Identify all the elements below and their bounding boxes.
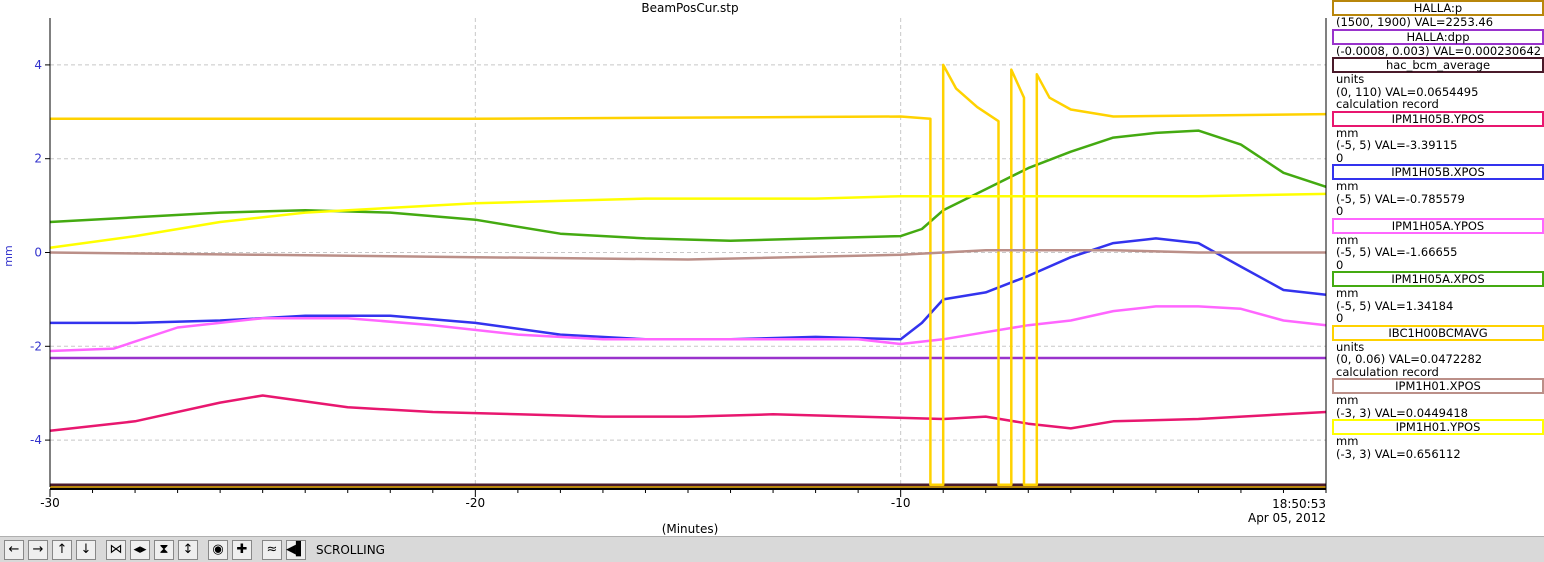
legend-info-line: mm <box>1336 393 1359 407</box>
legend-info-line: mm <box>1336 434 1359 448</box>
x-axis-label: (Minutes) <box>662 522 719 536</box>
legend-info-line: (-5, 5) VAL=1.34184 <box>1336 298 1454 313</box>
legend-title[interactable]: IPM1H05B.YPOS <box>1332 110 1544 127</box>
legend-info-line: mm <box>1336 232 1359 247</box>
legend-entry[interactable]: HALLA:p (1500, 1900) VAL=2253.46 <box>1330 0 1544 29</box>
legend-entry[interactable]: IPM1H05B.YPOS mm (-5, 5) VAL=-3.39115 0 <box>1330 110 1544 165</box>
y-tick-label: 4 <box>34 58 42 72</box>
x-tick-label: -10 <box>891 496 911 510</box>
series-line-ibc1h00bcmavg <box>50 63 1327 486</box>
legend-info-line: units <box>1336 72 1365 86</box>
legend-info-line: (-5, 5) VAL=-0.785579 <box>1336 191 1465 206</box>
legend-title[interactable]: HALLA:dpp <box>1332 28 1544 45</box>
zoom-in-x-icon: ⋈ <box>109 542 123 557</box>
zoom-out-y-icon: ↕ <box>182 542 194 557</box>
legend-info-line: calculation record <box>1336 364 1439 379</box>
chart-title: BeamPosCur.stp <box>641 1 738 15</box>
legend-entry[interactable]: IBC1H00BCMAVG units (0, 0.06) VAL=0.047228… <box>1330 324 1544 379</box>
legend-title[interactable]: IPM1H01.XPOS <box>1332 378 1544 394</box>
series-line-ipm1h01-ypos <box>49 192 1327 250</box>
arrow-right-icon: → <box>32 542 44 557</box>
legend-info-line: mm <box>1336 286 1359 300</box>
legend-info-line: (1500, 1900) VAL=2253.46 <box>1336 15 1494 29</box>
legend-title[interactable]: IPM1H05B.XPOS <box>1332 164 1544 180</box>
x-tick-label: -20 <box>466 496 486 510</box>
legend-info-line: (-5, 5) VAL=-1.66655 <box>1336 245 1458 259</box>
series-line-ipm1h05a-ypos <box>49 305 1327 353</box>
y-axis-label: mm <box>2 245 15 266</box>
zoom-in-y-button[interactable]: ⧗ <box>154 539 174 560</box>
legend-entry[interactable]: IPM1H01.XPOS mm (-3, 3) VAL=0.0449418 <box>1330 378 1544 419</box>
arrow-down-icon: ↓ <box>80 542 92 557</box>
legend-entry[interactable]: HALLA:dpp (-0.0008, 0.003) VAL=0.00023064… <box>1330 28 1544 58</box>
scroll-down-button[interactable]: ↓ <box>76 539 96 560</box>
arrow-up-icon: ↑ <box>56 542 68 557</box>
legend-entry[interactable]: IPM1H05A.XPOS mm (-5, 5) VAL=1.34184 0 <box>1330 271 1544 325</box>
legend-info-line: mm <box>1336 179 1359 193</box>
zoom-in-y-icon: ⧗ <box>159 542 169 557</box>
toolbar-buttons: ← → ↑ ↓ ⋈ ◂▸ ⧗ ↕ ◉ ✚ ≈ ◀▌ <box>4 539 310 560</box>
series-line-ipm1h05b-xpos <box>50 237 1327 341</box>
zoom-out-y-button[interactable]: ↕ <box>178 539 198 560</box>
series-line-ipm1h01-xpos <box>49 248 1326 261</box>
legend-entry[interactable]: hac_bcm_average units (0, 110) VAL=0.06544… <box>1330 57 1544 111</box>
target-icon: ◉ <box>212 542 224 557</box>
legend-info-line: 0 <box>1336 311 1344 325</box>
legend-info-line: (0, 0.06) VAL=0.0472282 <box>1336 352 1483 366</box>
auto-scale-button[interactable]: ≈ <box>262 539 282 560</box>
y-tick-label: -4 <box>30 433 42 447</box>
zoom-in-x-button[interactable]: ⋈ <box>106 539 126 560</box>
scroll-right-button[interactable]: → <box>28 539 48 560</box>
legend-info-line: (-3, 3) VAL=0.656112 <box>1336 446 1461 461</box>
legend-info-line: (-3, 3) VAL=0.0449418 <box>1336 405 1468 420</box>
legend-title[interactable]: IBC1H00BCMAVG <box>1332 324 1544 341</box>
toolbar: ← → ↑ ↓ ⋈ ◂▸ ⧗ ↕ ◉ ✚ ≈ ◀▌ SCROLLING <box>0 536 1544 562</box>
series-line-ipm1h05a-xpos <box>49 129 1327 243</box>
end-date-label: Apr 05, 2012 <box>1248 511 1326 525</box>
legend-title[interactable]: IPM1H01.YPOS <box>1332 419 1544 435</box>
legend-info-line: 0 <box>1336 257 1344 272</box>
x-tick-label: -30 <box>40 496 60 510</box>
zoom-out-x-button[interactable]: ◂▸ <box>130 539 150 560</box>
legend-info-line: 0 <box>1336 150 1344 165</box>
legend-info-line: calculation record <box>1336 97 1439 111</box>
center-button[interactable]: ◉ <box>208 539 228 560</box>
y-tick-label: -2 <box>30 339 42 353</box>
zoom-out-x-icon: ◂▸ <box>133 542 147 557</box>
legend-entry[interactable]: IPM1H05A.YPOS mm (-5, 5) VAL=-1.66655 0 <box>1330 217 1544 272</box>
jump-end-icon: ◀▌ <box>286 542 306 557</box>
y-tick-label: 2 <box>34 152 42 166</box>
legend-title[interactable]: IPM1H05A.YPOS <box>1332 217 1544 234</box>
legend-title[interactable]: HALLA:p <box>1332 0 1544 16</box>
autoscale-icon: ≈ <box>266 542 278 557</box>
legend-title[interactable]: IPM1H05A.XPOS <box>1332 271 1544 287</box>
add-button[interactable]: ✚ <box>232 539 252 560</box>
scroll-up-button[interactable]: ↑ <box>52 539 72 560</box>
mode-label: SCROLLING <box>316 542 385 557</box>
legend-info-line: units <box>1336 339 1365 354</box>
legend-entry[interactable]: IPM1H01.YPOS mm (-3, 3) VAL=0.656112 <box>1330 419 1544 460</box>
end-time-label: 18:50:53 <box>1272 497 1326 511</box>
legend-info-line: 0 <box>1336 204 1344 218</box>
legend-title[interactable]: hac_bcm_average <box>1332 57 1544 73</box>
legend-info-line: (0, 110) VAL=0.0654495 <box>1336 84 1479 99</box>
scroll-left-button[interactable]: ← <box>4 539 24 560</box>
plus-icon: ✚ <box>236 542 248 557</box>
arrow-left-icon: ← <box>8 542 20 557</box>
legend-info-line: mm <box>1336 125 1359 140</box>
legend-info-line: (-5, 5) VAL=-3.39115 <box>1336 138 1458 152</box>
y-tick-label: 0 <box>34 246 42 260</box>
strip-chart[interactable]: BeamPosCur.stp mm (Minutes) 18:50:53 Apr… <box>0 0 1330 536</box>
legend-entry[interactable]: IPM1H05B.XPOS mm (-5, 5) VAL=-0.785579 0 <box>1330 164 1544 218</box>
jump-to-end-button[interactable]: ◀▌ <box>286 539 306 560</box>
series-line-ipm1h05b-ypos <box>49 394 1327 432</box>
legend-panel: HALLA:p (1500, 1900) VAL=2253.46 HALLA:dpp… <box>1330 0 1544 460</box>
legend-info-line: (-0.0008, 0.003) VAL=0.000230642 <box>1336 43 1542 58</box>
